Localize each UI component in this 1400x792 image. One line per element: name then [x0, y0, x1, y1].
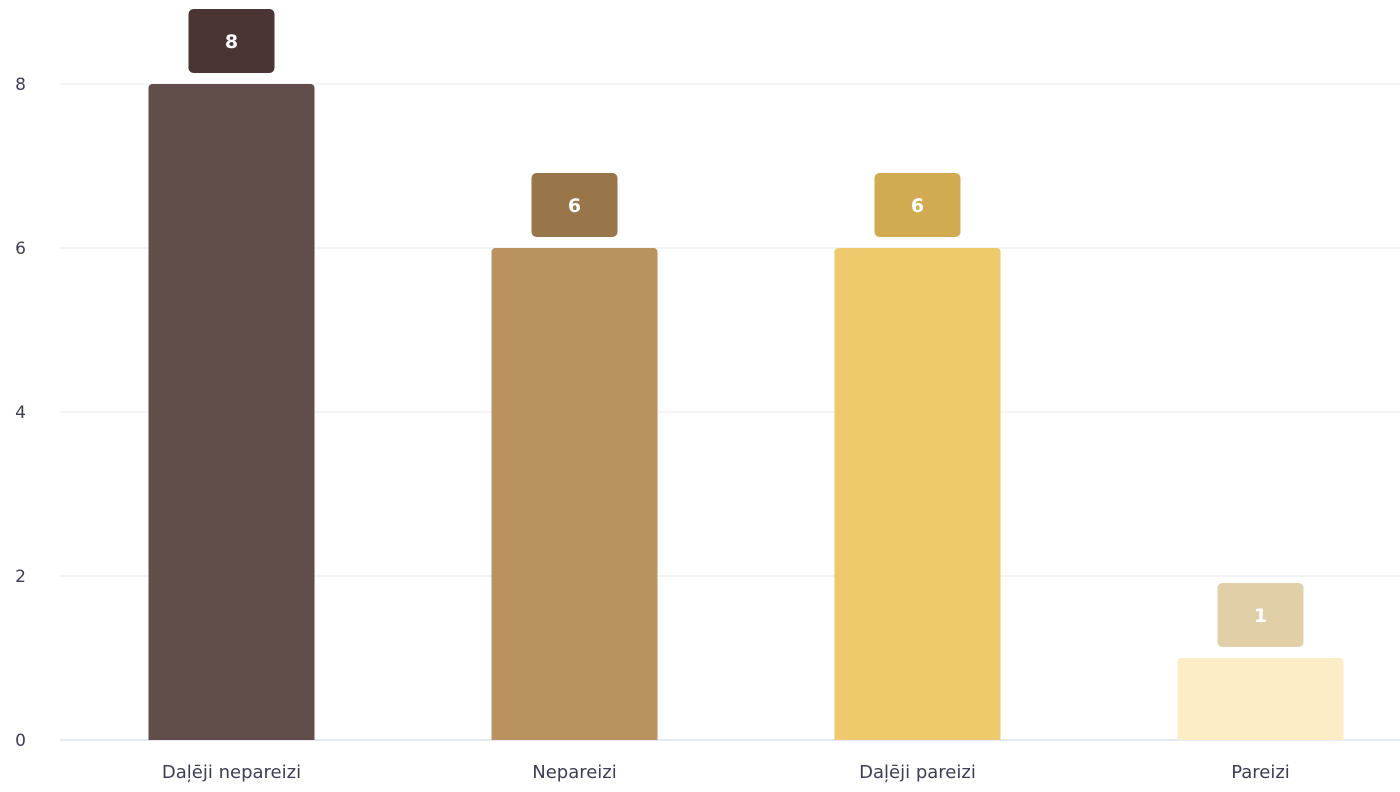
x-tick-label: Daļēji pareizi	[859, 762, 976, 783]
bar[interactable]	[834, 248, 1001, 740]
data-label: 1	[1217, 583, 1304, 647]
data-label: 6	[874, 173, 961, 237]
data-label-text: 6	[568, 195, 581, 217]
y-tick-label: 6	[15, 239, 26, 259]
bar-base	[491, 734, 658, 740]
data-labels: 8 6 6 1	[188, 9, 1304, 647]
y-axis-ticks: 0 2 4 6 8	[15, 75, 26, 751]
bar[interactable]	[1177, 658, 1344, 740]
data-label-text: 6	[911, 195, 924, 217]
x-tick-label: Nepareizi	[532, 762, 617, 783]
y-tick-label: 4	[15, 403, 26, 423]
bar-base	[1177, 734, 1344, 740]
x-axis-ticks: Daļēji nepareizi Nepareizi Daļēji pareizi P…	[162, 762, 1290, 783]
data-label-text: 8	[225, 31, 238, 53]
data-label-text: 1	[1254, 605, 1267, 627]
y-tick-label: 8	[15, 75, 26, 95]
bars	[148, 84, 1344, 740]
x-tick-label: Daļēji nepareizi	[162, 762, 301, 783]
data-label-box	[188, 9, 275, 73]
data-label-box	[531, 173, 618, 237]
bar[interactable]	[148, 84, 315, 740]
bar-base	[834, 734, 1001, 740]
x-tick-label: Pareizi	[1231, 762, 1290, 783]
data-label-box	[1217, 583, 1304, 647]
data-label-box	[874, 173, 961, 237]
data-label: 6	[531, 173, 618, 237]
y-tick-label: 2	[15, 567, 26, 587]
bar-base	[148, 734, 315, 740]
y-tick-label: 0	[15, 731, 26, 751]
bar[interactable]	[491, 248, 658, 740]
data-label: 8	[188, 9, 275, 73]
